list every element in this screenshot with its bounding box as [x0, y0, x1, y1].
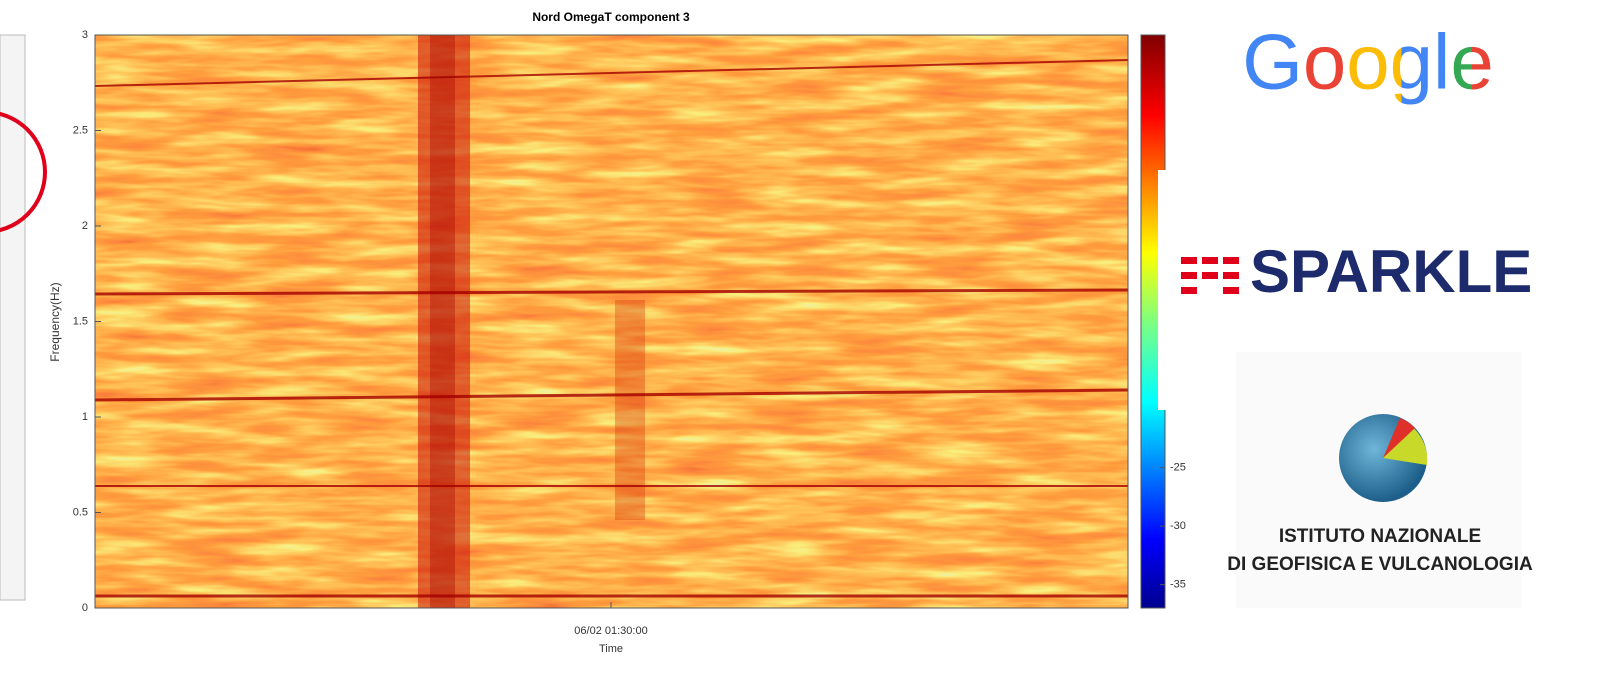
- y-axis-label: Frequency(Hz): [48, 282, 62, 361]
- google-logo: Google: [1242, 18, 1494, 106]
- y-tick-label: 0.5: [73, 506, 88, 518]
- y-tick-label: 3: [82, 29, 88, 41]
- chart-title: Nord OmegaT component 3: [532, 10, 690, 24]
- x-axis-label: Time: [599, 643, 623, 655]
- spectrogram: [95, 35, 1128, 608]
- ingv-line-2: DI GEOFISICA E VULCANOLOGIA: [1227, 554, 1533, 575]
- colorbar-tick-label: -25: [1170, 462, 1186, 474]
- slide: Nord OmegaT component 3 Frequency(Hz) 06…: [0, 0, 1614, 675]
- y-tick-label: 1: [82, 411, 88, 423]
- colorbar-tick-label: -35: [1170, 579, 1186, 591]
- colorbar-tick-label: -30: [1170, 520, 1186, 532]
- ingv-line-1: ISTITUTO NAZIONALE: [1279, 526, 1481, 547]
- y-tick-label: 0: [82, 602, 88, 614]
- x-tick-label: 06/02 01:30:00: [574, 625, 647, 637]
- y-tick-label: 2.5: [73, 124, 88, 136]
- y-tick-label: 2: [82, 220, 88, 232]
- sparkle-logo: SPARKLE: [1250, 238, 1532, 305]
- y-tick-label: 1.5: [73, 315, 88, 327]
